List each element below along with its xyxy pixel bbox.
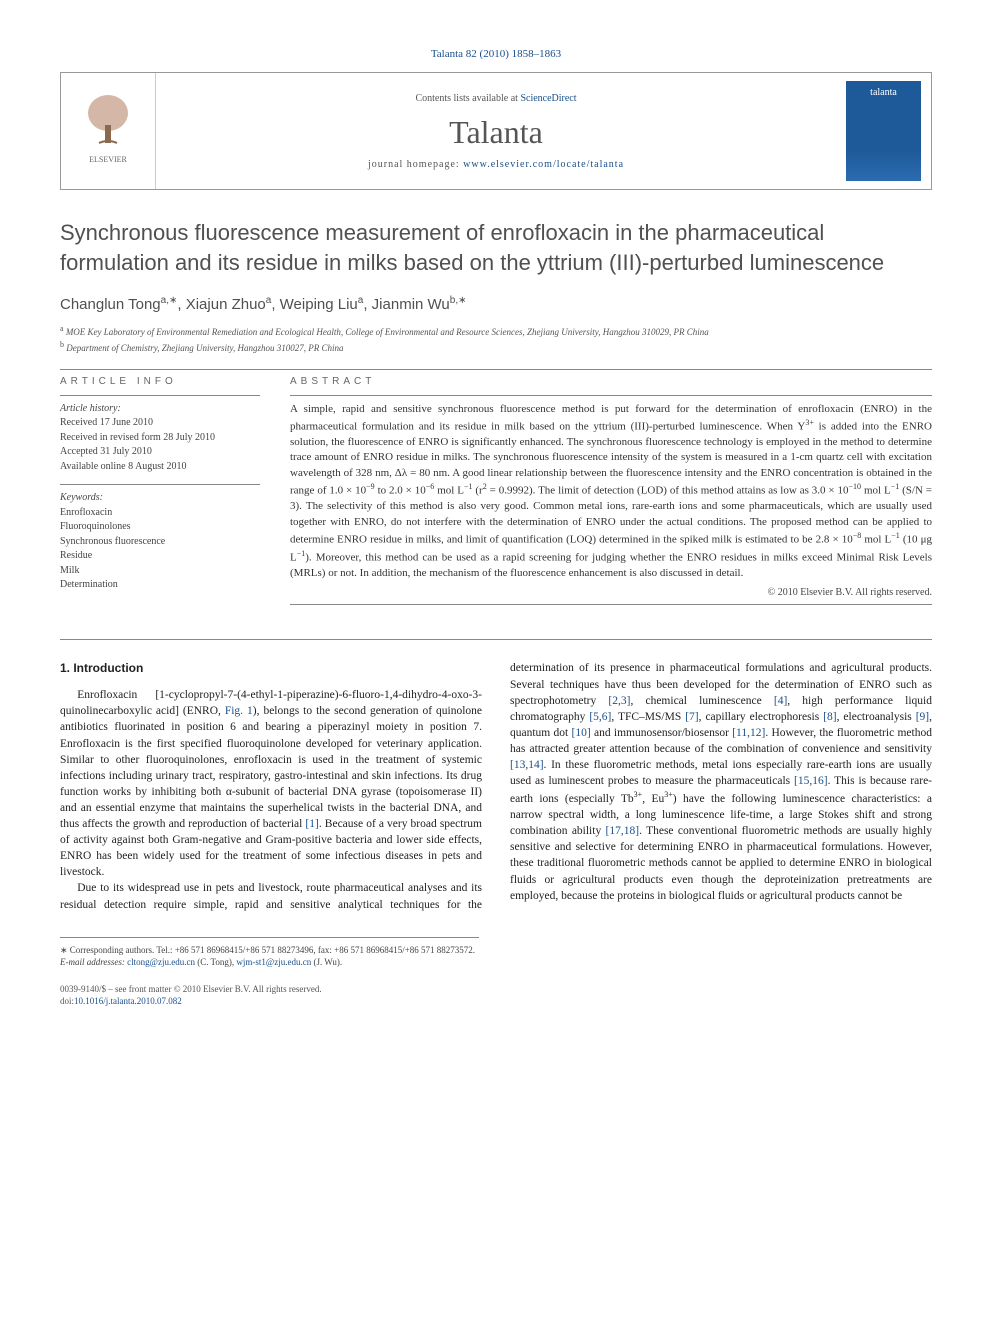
info-rule-2 xyxy=(60,484,260,485)
abstract-column: abstract A simple, rapid and sensitive s… xyxy=(290,376,932,612)
article-info-heading: article info xyxy=(60,376,260,387)
affiliation-b: b Department of Chemistry, Zhejiang Univ… xyxy=(60,339,932,355)
history-online: Available online 8 August 2010 xyxy=(60,460,260,475)
abstract-copyright: © 2010 Elsevier B.V. All rights reserved… xyxy=(290,587,932,598)
article-title: Synchronous fluorescence measurement of … xyxy=(60,218,932,277)
footnotes: ∗ Corresponding authors. Tel.: +86 571 8… xyxy=(60,937,479,969)
doi-link[interactable]: 10.1016/j.talanta.2010.07.082 xyxy=(74,996,182,1006)
keywords-block: Keywords: Enrofloxacin Fluoroquinolones … xyxy=(60,491,260,593)
keyword-item: Milk xyxy=(60,564,260,579)
sciencedirect-link[interactable]: ScienceDirect xyxy=(520,93,576,104)
journal-homepage-link[interactable]: www.elsevier.com/locate/talanta xyxy=(463,159,624,170)
email-label: E-mail addresses: xyxy=(60,957,127,967)
corresponding-authors-note: ∗ Corresponding authors. Tel.: +86 571 8… xyxy=(60,944,479,957)
email-who-2: (J. Wu). xyxy=(311,957,342,967)
article-history-block: Article history: Received 17 June 2010 R… xyxy=(60,402,260,475)
elsevier-logo: ELSEVIER xyxy=(73,91,143,171)
journal-header-center: Contents lists available at ScienceDirec… xyxy=(156,73,836,189)
elsevier-tree-icon xyxy=(81,91,135,151)
keyword-item: Fluoroquinolones xyxy=(60,520,260,535)
body-top-rule xyxy=(60,639,932,640)
journal-cover-thumbnail: talanta xyxy=(846,81,921,181)
publisher-logo-cell: ELSEVIER xyxy=(61,73,156,189)
keyword-item: Enrofloxacin xyxy=(60,506,260,521)
abstract-text: A simple, rapid and sensitive synchronou… xyxy=(290,402,932,582)
doi-prefix: doi: xyxy=(60,996,74,1006)
body-columns: 1. Introduction Enrofloxacin [1-cyclopro… xyxy=(60,660,932,912)
homepage-prefix: journal homepage: xyxy=(368,159,463,170)
divider-rule xyxy=(60,369,932,370)
contents-available-line: Contents lists available at ScienceDirec… xyxy=(415,93,576,104)
history-accepted: Accepted 31 July 2010 xyxy=(60,445,260,460)
email-link-2[interactable]: wjm-st1@zju.edu.cn xyxy=(236,957,311,967)
journal-name: Talanta xyxy=(449,114,543,151)
keywords-label: Keywords: xyxy=(60,491,260,506)
affiliations: a MOE Key Laboratory of Environmental Re… xyxy=(60,323,932,354)
email-who-1: (C. Tong), xyxy=(195,957,236,967)
journal-citation: Talanta 82 (2010) 1858–1863 xyxy=(60,48,932,60)
history-label: Article history: xyxy=(60,402,260,417)
affiliation-a: a MOE Key Laboratory of Environmental Re… xyxy=(60,323,932,339)
journal-header-box: ELSEVIER Contents lists available at Sci… xyxy=(60,72,932,190)
abstract-heading: abstract xyxy=(290,376,932,387)
keyword-item: Determination xyxy=(60,578,260,593)
authors-line: Changlun Tonga,∗, Xiajun Zhuoa, Weiping … xyxy=(60,295,932,313)
keyword-item: Residue xyxy=(60,549,260,564)
email-addresses-line: E-mail addresses: cltong@zju.edu.cn (C. … xyxy=(60,956,479,969)
article-info-column: article info Article history: Received 1… xyxy=(60,376,260,612)
journal-homepage-line: journal homepage: www.elsevier.com/locat… xyxy=(368,159,624,170)
doi-line: doi:10.1016/j.talanta.2010.07.082 xyxy=(60,995,932,1008)
contents-prefix: Contents lists available at xyxy=(415,93,520,104)
abstract-bottom-rule xyxy=(290,604,932,605)
info-rule xyxy=(60,395,260,396)
footer: 0039-9140/$ – see front matter © 2010 El… xyxy=(60,983,932,1008)
cover-label: talanta xyxy=(870,87,897,98)
page: Talanta 82 (2010) 1858–1863 ELSEVIER Con… xyxy=(0,0,992,1056)
intro-paragraph-1: Enrofloxacin [1-cyclopropyl-7-(4-ethyl-1… xyxy=(60,687,482,880)
info-abstract-row: article info Article history: Received 1… xyxy=(60,376,932,612)
section-1-heading: 1. Introduction xyxy=(60,660,482,677)
history-received: Received 17 June 2010 xyxy=(60,416,260,431)
keyword-item: Synchronous fluorescence xyxy=(60,535,260,550)
journal-cover-cell: talanta xyxy=(836,73,931,189)
publisher-name: ELSEVIER xyxy=(89,155,127,164)
email-link-1[interactable]: cltong@zju.edu.cn xyxy=(127,957,195,967)
abstract-rule xyxy=(290,395,932,396)
history-revised: Received in revised form 28 July 2010 xyxy=(60,431,260,446)
issn-copyright-line: 0039-9140/$ – see front matter © 2010 El… xyxy=(60,983,932,996)
